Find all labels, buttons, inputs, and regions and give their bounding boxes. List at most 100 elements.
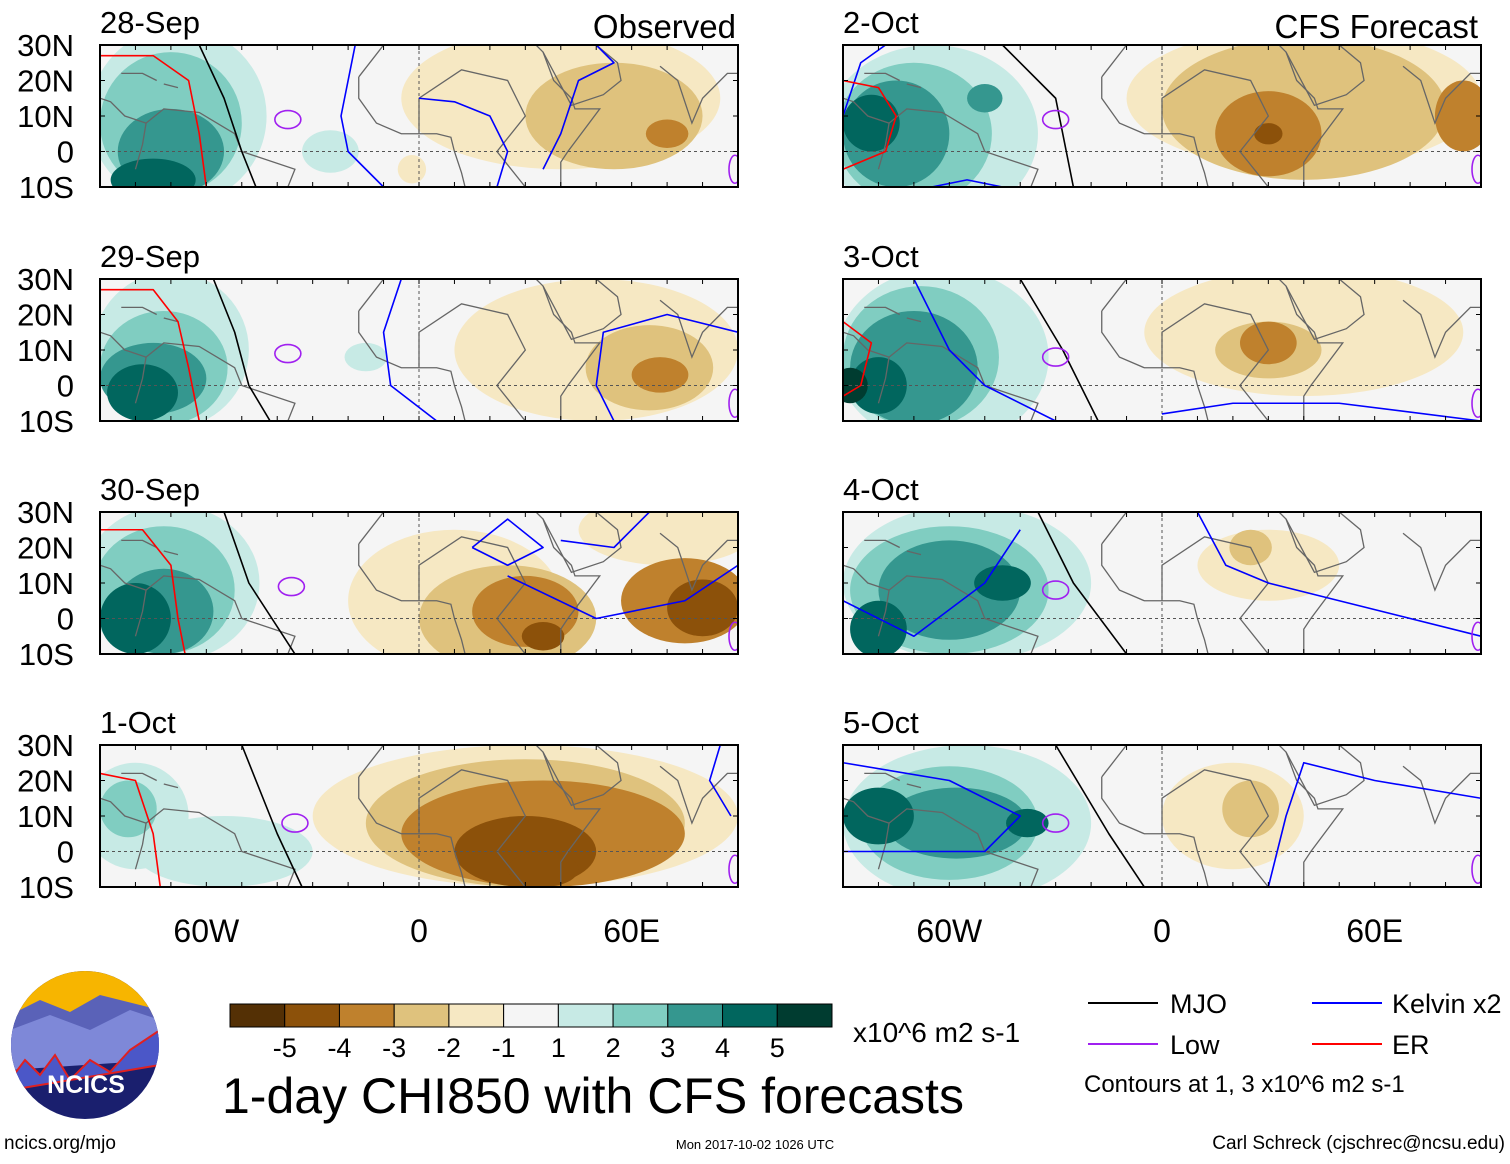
low-contour [1471, 621, 1481, 652]
coastline [100, 797, 147, 824]
colorbar-label: 5 [770, 1033, 785, 1063]
colorbar-label: -3 [382, 1033, 406, 1063]
mjo-contour [1001, 45, 1075, 187]
coastline [659, 765, 738, 825]
coastline [535, 279, 602, 421]
colorbar-label: -5 [273, 1033, 297, 1063]
coastline [1101, 745, 1128, 778]
low-contour [1041, 347, 1070, 367]
coastline [121, 772, 158, 782]
kelvin-contour [843, 761, 1022, 853]
figure-title: 1-day CHI850 with CFS forecasts [222, 1068, 964, 1124]
ncics-logo: NCICS [11, 971, 159, 1119]
low-contour [274, 109, 302, 130]
lat-label: 0 [57, 602, 74, 637]
coastline [877, 342, 1039, 421]
colorbar-swatch [503, 1003, 559, 1028]
coastline [358, 76, 466, 187]
coastline [542, 279, 622, 341]
coastline [1101, 543, 1209, 654]
coastline [542, 512, 622, 574]
lon-label: 60E [603, 913, 660, 949]
low-contour [728, 621, 738, 652]
coastline [1285, 512, 1365, 574]
map-panel-3-Oct: 3-Oct [842, 239, 1482, 422]
lat-label: 30N [17, 495, 74, 530]
map-panel-5-Oct: 5-Oct 60W 0 60E [842, 705, 1482, 949]
coastline [163, 83, 179, 89]
anomaly-shading [1239, 321, 1297, 365]
anomaly-shading [843, 94, 900, 152]
anomaly-shading [645, 119, 689, 148]
coastline [906, 783, 922, 789]
colorbar-label: 2 [606, 1033, 621, 1063]
kelvin-contour [471, 518, 544, 567]
anomaly-shading [521, 622, 565, 651]
anomaly-shading [1222, 780, 1279, 838]
low-contour [281, 813, 309, 833]
legend-kelvin-label: Kelvin x2 [1392, 989, 1502, 1019]
anomaly-shading [667, 579, 738, 637]
coastline [163, 317, 179, 323]
low-contour [1041, 580, 1070, 600]
colorbar-label: -1 [492, 1033, 516, 1063]
colorbar-label: 4 [715, 1033, 730, 1063]
colorbar-units: x10^6 m2 s-1 [853, 1017, 1020, 1048]
kelvin-contour [1267, 761, 1481, 887]
lat-label: 0 [57, 835, 74, 870]
er-contour [100, 772, 162, 887]
contours-note: Contours at 1, 3 x10^6 m2 s-1 [1084, 1071, 1405, 1098]
lat-label: 10N [17, 566, 74, 601]
coastline [1402, 299, 1481, 359]
coastline [1101, 45, 1128, 78]
lon-label: 60W [173, 913, 240, 949]
kelvin-contour [340, 45, 385, 187]
footer-timestamp: Mon 2017-10-02 1026 UTC [676, 1137, 834, 1152]
coastline [535, 745, 602, 887]
coastline [121, 306, 158, 316]
colorbar-swatch [448, 1003, 505, 1028]
panel-date: 5-Oct [843, 705, 919, 740]
lat-label: 10N [17, 99, 74, 134]
kelvin-contour [1196, 512, 1481, 638]
lat-label: 20N [17, 764, 74, 799]
lon-label: 0 [1153, 913, 1171, 949]
column-label-forecast: CFS Forecast [1274, 8, 1478, 45]
coastline [1101, 76, 1209, 187]
coastline [864, 306, 901, 316]
colorbar-label: -2 [437, 1033, 461, 1063]
coastline [358, 512, 385, 545]
anomaly-shading [631, 357, 689, 393]
low-contour [277, 576, 306, 597]
lat-label: 10N [17, 799, 74, 834]
coastline [163, 550, 179, 556]
kelvin-contour [542, 45, 615, 170]
mjo-contour [223, 512, 296, 654]
lat-label: 10S [19, 404, 74, 439]
footer-url: ncics.org/mjo [4, 1133, 116, 1154]
lat-label: 10S [19, 870, 74, 905]
lat-label: 30N [17, 262, 74, 297]
coastline [843, 331, 890, 358]
low-contour [274, 343, 302, 364]
anomaly-shading [843, 787, 914, 845]
colorbar-swatch [776, 1003, 833, 1028]
legend-low-label: Low [1170, 1030, 1220, 1060]
coastline [542, 45, 622, 107]
logo-text: NCICS [47, 1071, 125, 1099]
colorbar-swatch [229, 1003, 286, 1028]
coastline [1402, 65, 1481, 125]
coastline [134, 108, 296, 187]
coastline [877, 808, 1039, 887]
coastline [1101, 776, 1209, 887]
coastline [1285, 279, 1365, 341]
coastline [659, 299, 738, 359]
coastline [134, 342, 296, 421]
coastline [906, 550, 922, 556]
er-contour [100, 288, 201, 421]
anomaly-shading [885, 787, 1028, 859]
lon-label: 60W [916, 913, 983, 949]
